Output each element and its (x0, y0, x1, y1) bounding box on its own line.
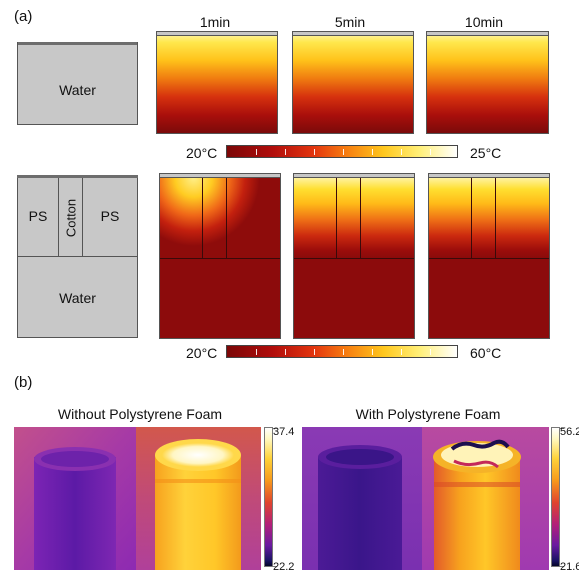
ir-max-with-foam: 56.2 (560, 426, 579, 438)
colorbar-top (226, 145, 458, 158)
schematic-ps-right: PS (82, 178, 138, 257)
sim-water-5min (292, 31, 414, 134)
schematic-with-foam: PS Cotton PS Water (17, 175, 138, 338)
schematic-water-only-top (18, 42, 137, 45)
ir-min-with-foam: 21.6 (560, 561, 579, 573)
panel-b-label: (b) (14, 374, 33, 391)
schematic-with-foam-top (17, 175, 138, 178)
ir-photo-with-foam (302, 427, 549, 570)
sim-water-10min (426, 31, 549, 134)
ir-photo-with-foam-graphic (302, 427, 549, 570)
schematic-water-bottom: Water (17, 256, 138, 338)
schematic-water-only: Water (17, 42, 138, 125)
sim-foam-10min-top (429, 174, 549, 178)
ir-colorbar-with-foam (551, 427, 560, 567)
time-label-1min: 1min (199, 14, 231, 30)
colorbar-top-max-label: 25°C (470, 145, 502, 161)
sim-foam-1min (159, 173, 281, 339)
ir-max-without-foam: 37.4 (273, 426, 295, 438)
sim-water-1min-top (157, 32, 277, 36)
schematic-ps-left-label: PS (28, 208, 48, 224)
schematic-cotton-label: Cotton (63, 198, 79, 238)
schematic-water-bottom-label: Water (59, 290, 96, 306)
colorbar-bottom-min-label: 20°C (186, 345, 218, 361)
photo-title-with-foam: With Polystyrene Foam (355, 406, 501, 422)
sim-water-5min-top (293, 32, 413, 36)
panel-a-label: (a) (14, 8, 33, 25)
sim-water-10min-top (427, 32, 548, 36)
ir-min-without-foam: 22.2 (273, 561, 295, 573)
time-label-10min: 10min (464, 14, 504, 30)
sim-foam-1min-top (160, 174, 280, 178)
schematic-water-label: Water (59, 82, 96, 98)
schematic-ps-left: PS (17, 178, 59, 257)
ir-photo-without-foam-graphic (14, 427, 261, 570)
sim-foam-10min (428, 173, 550, 339)
sim-foam-5min (293, 173, 415, 339)
schematic-cotton: Cotton (58, 178, 83, 257)
colorbar-bottom (226, 345, 458, 358)
schematic-ps-right-label: PS (100, 208, 120, 224)
sim-foam-10min-upper (429, 178, 549, 258)
ir-colorbar-without-foam (264, 427, 273, 567)
time-label-5min: 5min (334, 14, 366, 30)
colorbar-bottom-max-label: 60°C (470, 345, 502, 361)
photo-title-without-foam: Without Polystyrene Foam (57, 406, 223, 422)
ir-photo-without-foam (14, 427, 261, 570)
sim-foam-5min-top (294, 174, 414, 178)
sim-water-1min (156, 31, 278, 134)
colorbar-top-min-label: 20°C (186, 145, 218, 161)
sim-foam-5min-upper (294, 178, 414, 258)
sim-foam-1min-upper (160, 178, 280, 258)
